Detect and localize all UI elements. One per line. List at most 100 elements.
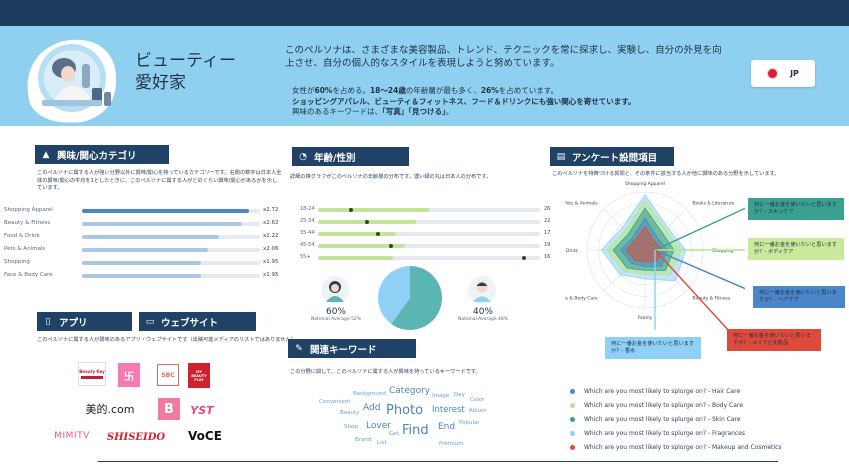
country-selector-button[interactable]: JP [751, 60, 815, 87]
keyword: Album [469, 408, 487, 414]
legend-bullet-icon [570, 402, 575, 408]
logo-beauty-key-text: Beauty Key [79, 369, 105, 374]
age-bar-fill [318, 256, 394, 260]
keyword: Brand [355, 437, 372, 443]
female-stat: 60% National Average 52% [300, 307, 372, 322]
keyword: Interest [432, 405, 465, 415]
callout-leader-line [654, 207, 745, 251]
website-title: ウェブサイト [161, 317, 219, 329]
persona-facts-line-3: 興味のあるキーワードは、「写真」「見つける」。 [292, 107, 712, 118]
category-shapes-icon: ▲ [42, 149, 50, 160]
age-value: 16 [544, 254, 551, 260]
age-group-highlight: 18〜24歳 [369, 86, 406, 95]
age-bar-track [318, 220, 540, 224]
beauty-persona-illustration [27, 39, 117, 123]
keyword: List [377, 440, 387, 446]
national-average-marker [375, 232, 380, 236]
age-row: 18-24 26 [300, 205, 550, 215]
age-bar-fill [318, 208, 429, 212]
interest-row: Face & Body Care x1.95 [4, 270, 279, 282]
callout-leader-line [654, 249, 731, 332]
keyword: Day [454, 392, 465, 398]
interest-value: x2.06 [263, 246, 279, 252]
interest-bar-fill [82, 261, 202, 265]
keyword: Background [353, 391, 386, 397]
male-stat: 40% National Average 48% [447, 307, 519, 322]
national-average-marker [349, 208, 354, 212]
interest-bar-fill [82, 248, 209, 252]
survey-title: アンケート設問項目 [572, 152, 658, 164]
logo-mimitv: MIMITV [54, 431, 90, 441]
keyword: End [438, 422, 456, 432]
logo-sbc: SBC [157, 364, 179, 386]
radar-axis-label: Pets & Animals [565, 201, 598, 207]
radar-axis-label: Food & Drink [565, 248, 578, 254]
logo-yst: YST [190, 403, 214, 417]
interest-row: Shopping Apparel x2.72 [4, 205, 279, 217]
logo-voce: VoCE [188, 429, 222, 443]
age-value: 19 [544, 242, 551, 248]
keyword: Convenient [319, 399, 351, 405]
radar-axis-label: Shopping [712, 248, 733, 254]
keyword: Popular [459, 420, 480, 426]
male-slice [378, 266, 410, 324]
age-gender-section-header: ◔ 年齢/性別 [292, 147, 409, 166]
age-row: 55+ 16 [300, 253, 550, 263]
age-bar-fill [318, 232, 396, 236]
age-gender-title: 年齢/性別 [314, 152, 356, 164]
female-national-average: National Average 52% [310, 317, 362, 322]
persona-facts-line-2: ショッピングアパレル、ビューティ＆フィットネス、フード＆ドリンクにも強い関心を寄… [292, 97, 712, 108]
age-gender-description: 詳細の棒グラフがこのペルソナの年齢層の分布です。濃い緑の丸は日本人の分布です。 [290, 174, 492, 180]
interest-label: Shopping Apparel [4, 207, 53, 213]
japan-flag-icon [767, 68, 779, 79]
age-row: 25-34 22 [300, 217, 550, 227]
age-gender-icon: ◔ [299, 151, 307, 162]
website-section-header: ▭ ウェブサイト [139, 312, 256, 331]
callout-makeup: 何に一番お金を使いたいと思いますか？- メイクと化粧品 [727, 329, 821, 351]
male-avatar-icon [468, 276, 496, 304]
age-label: 45-54 [300, 242, 315, 248]
female-share-highlight: 60% [314, 86, 333, 95]
interest-bar-track [82, 209, 260, 213]
legend-bullet-icon [570, 430, 575, 436]
logo-beauty-key: Beauty Key [78, 362, 106, 386]
interest-value: x2.72 [263, 207, 279, 213]
age-label: 55+ [300, 254, 311, 260]
age-row: 35-44 17 [300, 229, 550, 239]
callout-body-care: 何に一番お金を使いたいと思いますか？- ボディケア [748, 238, 844, 260]
interests-section-header: ▲ 興味/関心カテゴリ [35, 145, 169, 164]
age-row: 45-54 19 [300, 241, 550, 251]
radar-axis-label: Books & Literature [692, 201, 734, 207]
age-label: 18-24 [300, 206, 315, 212]
interest-label: Shopping [4, 259, 30, 265]
keyword: Premium [439, 441, 464, 447]
interest-row: Shopping x1.95 [4, 257, 279, 269]
interest-value: x1.95 [263, 259, 279, 265]
age-bar-track [318, 232, 540, 236]
keyword: Add [363, 403, 381, 413]
keywords-description: この分野に関して、このペルソナに属する人が興味を持っているキーワードです。 [290, 369, 481, 375]
interest-row: Food & Drink x2.22 [4, 231, 279, 243]
persona-facts: 女性が60%を占める。18〜24歳の年齢層が最も多く、26%を占めています。 シ… [292, 86, 712, 118]
legend-label: Which are you most likely to splurge on?… [584, 443, 782, 451]
facts-text: を占める。 [332, 86, 370, 95]
keyword: Image [432, 393, 450, 399]
smartphone-icon: ▯ [45, 316, 51, 327]
female-avatar-icon [321, 276, 349, 304]
legend-label: Which are you most likely to splurge on?… [584, 415, 741, 423]
keyword: Find [402, 423, 429, 438]
legend-label: Which are you most likely to splurge on?… [584, 401, 743, 409]
interest-label: Pets & Animals [4, 246, 46, 252]
age-bar-fill [318, 244, 405, 248]
age-value: 26 [544, 206, 551, 212]
interests-description: このペルソナに属する人が強い分野以外に興味/関心を持っているカテゴリーです。右側… [37, 170, 282, 191]
interest-bar-track [82, 222, 260, 226]
keyword: Photo [386, 403, 424, 418]
callout-skin-care: 何に一番お金を使いたいと思いますか？- スキンケア [748, 198, 844, 220]
age-label: 35-44 [300, 230, 315, 236]
legend-item: Which are you most likely to splurge on?… [570, 442, 782, 452]
apps-title: アプリ [59, 317, 88, 329]
female-slice [391, 266, 442, 330]
callout-fragrance: 何に一番お金を使いたいと思いますか？- 香水 [605, 337, 701, 359]
radar-axis-label: Shopping Apparel [625, 181, 665, 187]
